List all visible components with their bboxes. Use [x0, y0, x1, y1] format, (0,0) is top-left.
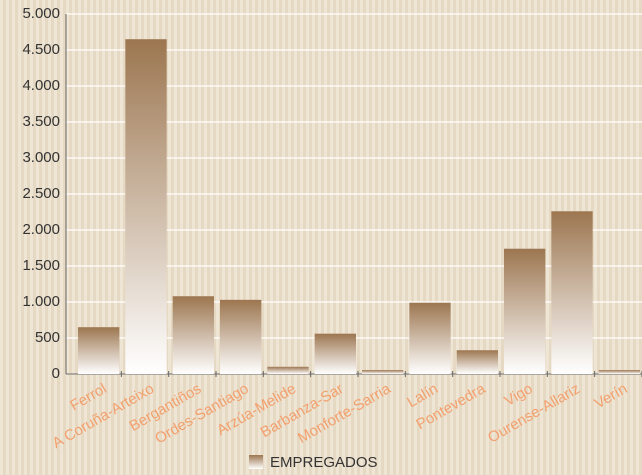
bar: [125, 39, 167, 374]
bar: [551, 211, 593, 374]
y-tick-label: 3.000: [22, 149, 60, 166]
legend-swatch: [249, 455, 263, 469]
bar: [78, 327, 120, 374]
y-tick-label: 2.500: [22, 185, 60, 202]
bar: [456, 350, 498, 374]
y-tick-label: 1.500: [22, 257, 60, 274]
y-tick-label: 4.000: [22, 77, 60, 94]
bar: [409, 302, 451, 374]
bar: [267, 366, 309, 374]
y-tick-label: 1.000: [22, 293, 60, 310]
bar: [314, 333, 356, 374]
bar: [362, 370, 404, 374]
y-tick-label: 5.000: [22, 5, 60, 22]
y-tick-label: 0: [52, 365, 60, 382]
bar: [220, 299, 262, 374]
y-tick-label: 500: [35, 329, 60, 346]
bar: [598, 370, 640, 374]
y-tick-label: 4.500: [22, 41, 60, 58]
y-tick-label: 3.500: [22, 113, 60, 130]
y-tick-label: 2.000: [22, 221, 60, 238]
bar: [172, 296, 214, 374]
bar: [504, 248, 546, 374]
legend-label: EMPREGADOS: [270, 454, 378, 471]
